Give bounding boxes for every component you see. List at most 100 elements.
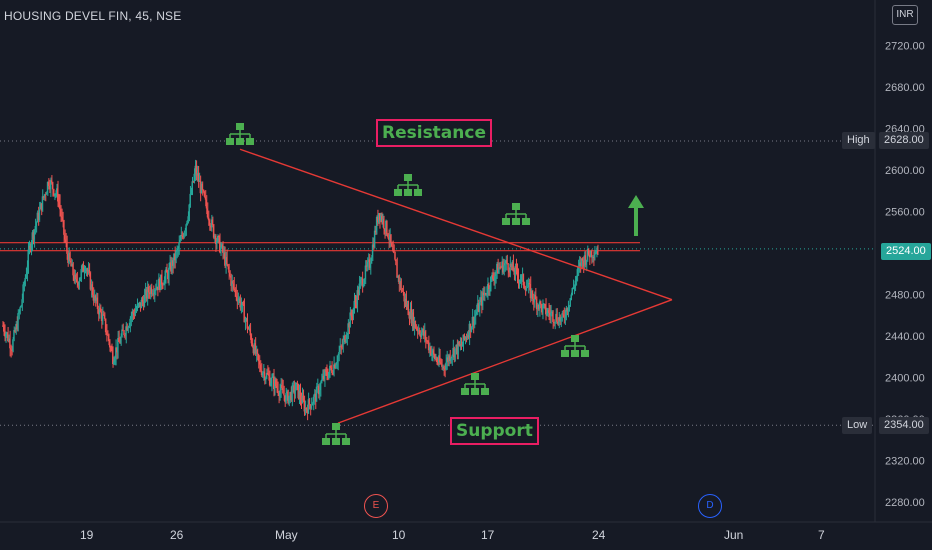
candle-body	[106, 334, 109, 336]
candle-body	[155, 286, 158, 290]
candle-body	[146, 286, 148, 299]
candle-body	[67, 253, 69, 263]
candle-body	[198, 180, 200, 182]
candle-body	[41, 196, 43, 211]
candle-body	[557, 321, 559, 325]
candle-body	[470, 326, 472, 332]
candle-body	[475, 311, 477, 315]
candle-body	[517, 275, 519, 282]
price-tick-label: 2400.00	[885, 373, 925, 385]
candle-body	[463, 334, 465, 339]
candle-body	[450, 358, 452, 361]
candle-body	[373, 230, 376, 248]
candle-body	[387, 234, 389, 238]
candle-body	[117, 338, 119, 353]
candle-body	[414, 321, 416, 329]
candle-body	[132, 311, 134, 314]
candle-body	[125, 326, 127, 336]
candle-body	[241, 302, 243, 306]
candle-body	[105, 332, 108, 335]
candle-body	[404, 298, 406, 302]
candle-body	[162, 284, 165, 286]
candle-body	[519, 280, 521, 282]
candle-body	[347, 323, 349, 335]
candle-body	[58, 201, 60, 203]
candle-body	[552, 311, 554, 322]
low-tag-value: 2354.00	[879, 417, 929, 434]
candle-body	[411, 312, 413, 324]
candle-body	[6, 332, 8, 334]
candle-body	[83, 271, 85, 273]
candle-body	[417, 330, 419, 332]
price-tick-label: 2600.00	[885, 165, 925, 177]
candle-body	[526, 287, 528, 289]
candle-body	[102, 314, 105, 316]
candle-body	[304, 407, 306, 412]
candle-body	[252, 346, 254, 354]
candle-body	[157, 278, 160, 291]
candle-body	[269, 383, 272, 386]
candle-body	[152, 293, 154, 295]
candle-body	[233, 283, 235, 289]
candle-body	[68, 252, 70, 263]
candle-body	[18, 312, 20, 314]
candle-body	[70, 260, 72, 267]
candle-body	[127, 327, 129, 331]
candle-body	[585, 259, 587, 265]
candle-body	[30, 243, 32, 250]
candle-body	[561, 313, 563, 318]
candle-body	[33, 229, 35, 240]
dividend-event-marker[interactable]: D	[698, 494, 722, 518]
candle-body	[277, 387, 279, 394]
candle-body	[173, 253, 175, 266]
candle-body	[324, 370, 327, 372]
pivot-low-icon	[461, 373, 489, 395]
support-trendline	[337, 299, 673, 424]
candle-body	[156, 286, 159, 291]
candle-body	[94, 295, 96, 301]
candle-body	[582, 260, 584, 267]
currency-badge[interactable]: INR	[892, 5, 918, 25]
candle-body	[322, 375, 325, 380]
candle-body	[284, 395, 286, 403]
candle-body	[178, 242, 180, 249]
candle-body	[576, 269, 578, 277]
candle-body	[378, 213, 381, 221]
candle-body	[427, 341, 430, 351]
candle-body	[321, 375, 324, 380]
candle-body	[531, 290, 533, 299]
candle-body	[44, 194, 46, 196]
candle-body	[486, 284, 489, 294]
candle-body	[55, 188, 58, 194]
candle-body	[197, 173, 199, 182]
candle-body	[43, 194, 45, 198]
candle-body	[581, 258, 583, 261]
candle-body	[249, 328, 251, 336]
candle-body	[571, 287, 573, 295]
candle-body	[332, 372, 334, 375]
candle-body	[348, 323, 350, 328]
candle-body	[396, 265, 398, 278]
candle-body	[236, 296, 238, 302]
candle-body	[485, 293, 488, 295]
candle-body	[316, 386, 319, 388]
candle-body	[340, 346, 342, 348]
candle-body	[357, 290, 359, 295]
candle-body	[137, 303, 139, 305]
earnings-event-marker[interactable]: E	[364, 494, 388, 518]
candle-body	[274, 379, 276, 390]
candle-body	[143, 295, 145, 307]
candle-body	[273, 376, 275, 390]
candle-body	[500, 267, 502, 269]
candle-body	[534, 294, 537, 300]
candle-body	[205, 199, 207, 209]
candle-body	[138, 302, 140, 304]
candle-body	[92, 294, 94, 301]
candle-body	[370, 257, 373, 264]
candle-body	[307, 399, 309, 414]
candle-body	[53, 193, 56, 196]
candle-body	[90, 284, 92, 290]
candle-body	[121, 329, 123, 337]
